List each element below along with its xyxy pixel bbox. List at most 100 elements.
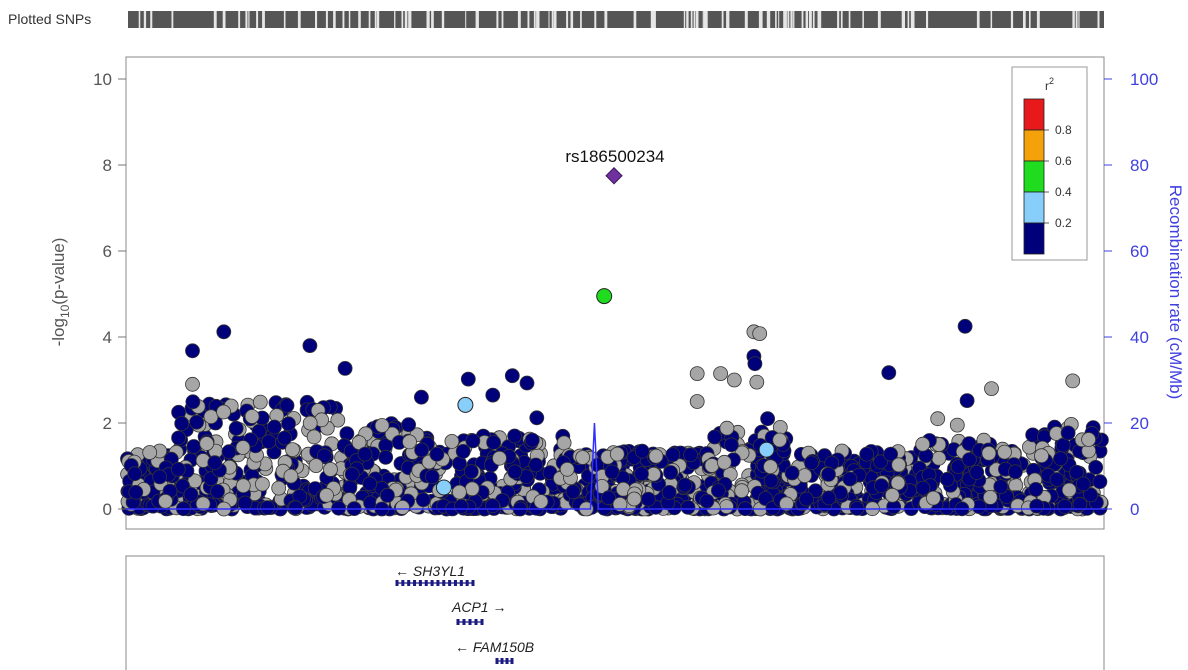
- snp-point: [465, 433, 481, 449]
- snp-point: [915, 436, 931, 452]
- snp-point: [1022, 439, 1037, 455]
- snp-point: [285, 442, 300, 458]
- snp-track-gap: [744, 11, 748, 28]
- y-axis-right: 0 20 40 60 80 100: [1104, 70, 1158, 519]
- snp-track-gap: [256, 11, 259, 28]
- snp-point-top: [337, 360, 353, 376]
- snp-point: [216, 404, 232, 420]
- snp-track-gap: [912, 11, 915, 28]
- snp-point: [1083, 487, 1098, 503]
- legend-label: 0.2: [1055, 216, 1072, 230]
- snp-track-gap: [501, 11, 504, 28]
- gene-exon: [413, 580, 417, 586]
- y2-tick-label: 40: [1130, 328, 1149, 347]
- gene-exon: [448, 580, 452, 586]
- gene-exon: [495, 658, 499, 664]
- snp-point: [640, 491, 656, 507]
- gene-exon: [401, 580, 405, 586]
- snp-point: [237, 495, 253, 511]
- snp-track-gap: [702, 11, 704, 28]
- snp-track-gap: [394, 11, 396, 28]
- gene-exon: [459, 580, 463, 586]
- snp-point: [683, 447, 698, 463]
- snp-point-top: [881, 365, 897, 381]
- gene-label: ACP1 →: [451, 599, 506, 615]
- snp-track-gap: [907, 11, 910, 28]
- gene-exon: [407, 580, 411, 586]
- snp-track-gap: [910, 11, 913, 28]
- snp-track-gap: [633, 11, 637, 28]
- snp-point: [779, 496, 794, 512]
- snp-track-gap: [401, 11, 404, 28]
- snp-point-top: [529, 410, 545, 426]
- gene-exon: [418, 580, 422, 586]
- gene-exon: [471, 580, 475, 586]
- snp-track-gap: [342, 11, 345, 28]
- snp-track-gap: [784, 11, 787, 28]
- snp-track-gap: [787, 11, 790, 28]
- snp-track-gap: [150, 11, 153, 28]
- snp-point: [609, 446, 625, 462]
- snp-track-gap: [693, 11, 696, 28]
- snp-track-gap: [548, 11, 550, 28]
- snp-track-gap: [536, 11, 538, 28]
- y2-tick-label: 0: [1130, 500, 1139, 519]
- snp-point: [533, 494, 549, 509]
- snp-point: [1034, 448, 1049, 464]
- snp-point: [883, 446, 898, 462]
- snp-point: [874, 478, 889, 494]
- legend-box: [1011, 66, 1088, 261]
- snp-point: [185, 394, 201, 410]
- gene-exon: [395, 580, 399, 586]
- snp-track-gap: [368, 11, 371, 28]
- y-axis-left: 0 2 4 6 8 10: [93, 70, 126, 519]
- snp-track-gap: [926, 11, 928, 28]
- snp-track-gap: [726, 11, 729, 28]
- snp-track-gap: [222, 11, 226, 28]
- snp-track-gap: [1023, 11, 1026, 28]
- y2-tick-label: 100: [1130, 70, 1158, 89]
- snp-point: [556, 435, 572, 451]
- gene-exon: [424, 580, 428, 586]
- snp-point: [601, 490, 616, 506]
- snp-point: [634, 466, 649, 482]
- snp-point: [939, 471, 955, 487]
- recombination-line-layer: [126, 422, 1104, 510]
- snp-point: [612, 496, 628, 512]
- legend-swatch: [1023, 160, 1045, 193]
- gene-track: ← SH3YL1 ACP1 → ← FAM150B: [395, 563, 534, 664]
- legend-label: 0.6: [1055, 154, 1072, 168]
- gene-exon: [442, 580, 446, 586]
- snp-track-gap: [704, 11, 706, 28]
- snp-track-gap: [650, 11, 654, 28]
- y2-tick-label: 80: [1130, 156, 1149, 175]
- snp-point: [982, 489, 998, 505]
- legend-title: r2: [1045, 76, 1054, 93]
- snp-track-gap: [902, 11, 905, 28]
- snp-point: [1075, 476, 1091, 492]
- snp-point: [283, 468, 299, 484]
- snp-point: [784, 465, 800, 481]
- snp-track-gap: [409, 11, 412, 28]
- snp-point-grey: [752, 326, 768, 342]
- snp-track-gap: [533, 11, 536, 28]
- snp-point: [559, 461, 575, 477]
- snp-point: [1072, 496, 1088, 512]
- snp-point: [704, 458, 720, 473]
- snp-point: [463, 464, 479, 480]
- snp-point: [884, 487, 900, 503]
- snp-point: [271, 480, 287, 496]
- snp-point: [763, 473, 779, 489]
- gene-exon: [474, 619, 478, 625]
- highlight-snp-point: [457, 396, 474, 413]
- snp-track-gap: [783, 11, 786, 28]
- gene-exon: [465, 580, 469, 586]
- snp-point: [228, 420, 244, 436]
- snp-point: [199, 436, 215, 451]
- snp-track-gap: [705, 11, 708, 28]
- snp-point: [424, 469, 440, 485]
- gene-exon: [456, 619, 460, 625]
- snp-point: [1081, 432, 1096, 447]
- snp-point: [724, 437, 739, 453]
